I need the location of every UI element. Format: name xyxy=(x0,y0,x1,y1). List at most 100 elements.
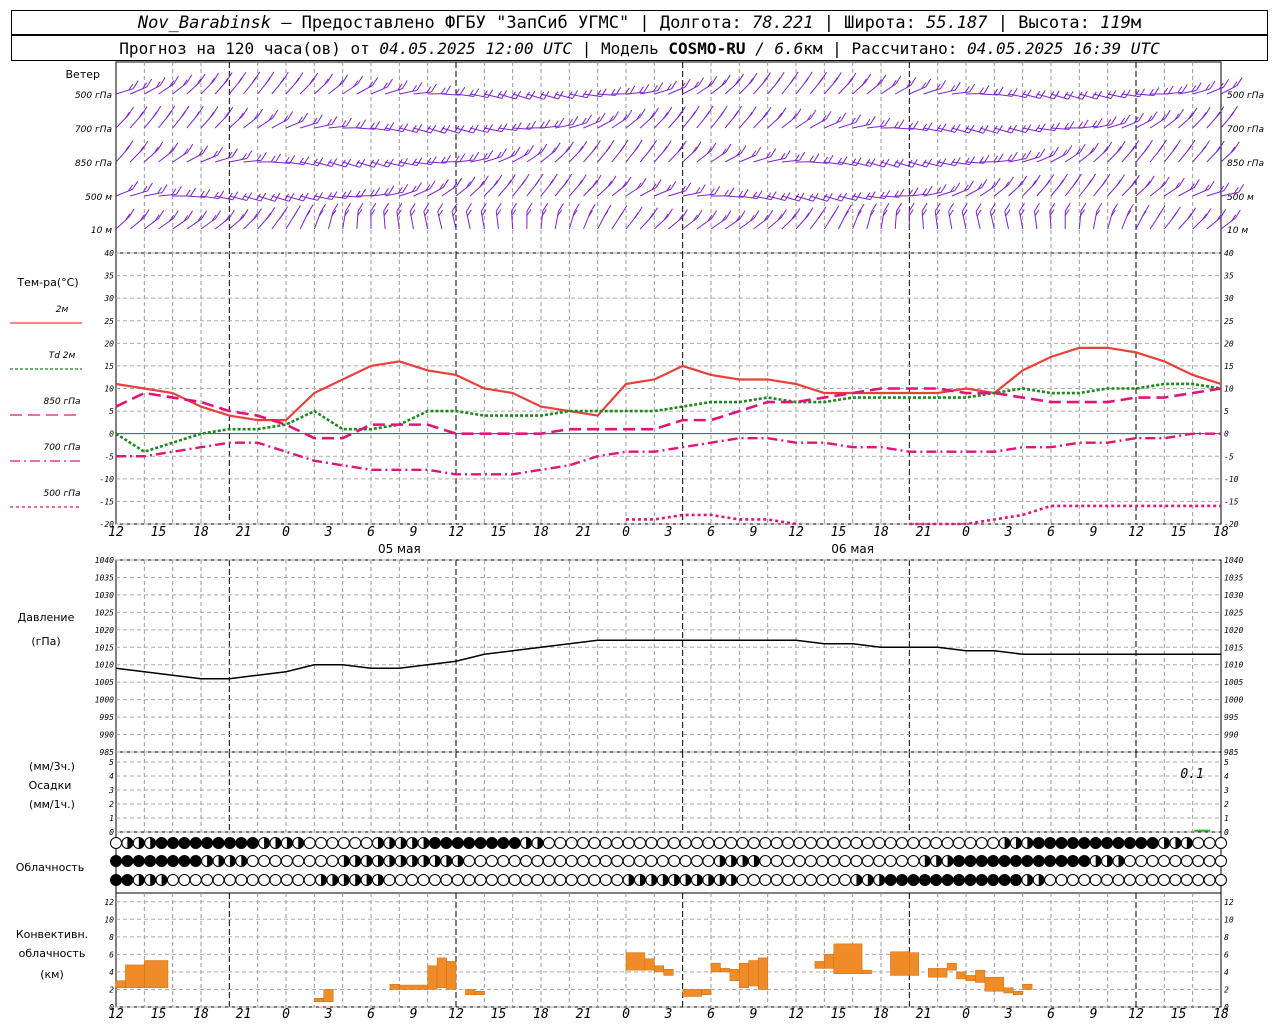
cloud-circle xyxy=(850,855,863,867)
wind-barb-flag xyxy=(437,203,444,212)
temp-tick-left: 10 xyxy=(104,385,114,394)
precip-tick-left: 4 xyxy=(109,772,114,781)
wind-barb-flag xyxy=(748,78,754,85)
wind-barb-flag xyxy=(777,213,783,221)
conv-bar xyxy=(682,989,702,997)
cloud-circle xyxy=(1146,837,1159,849)
wind-barb-staff xyxy=(370,161,389,168)
temp-tick-left: -5 xyxy=(104,452,114,461)
cloud-circle xyxy=(702,837,715,849)
cloud-circle-half xyxy=(343,874,350,886)
cloud-circle xyxy=(804,874,817,886)
wind-barb-flag xyxy=(1223,182,1230,191)
wind-barb-staff xyxy=(965,186,983,197)
wind-barb xyxy=(200,72,219,95)
wind-barb-flag xyxy=(237,77,243,84)
wind-barb xyxy=(158,186,182,197)
wind-barb-flag xyxy=(312,117,318,125)
cloud-circle xyxy=(793,837,806,849)
wind-barb-staff xyxy=(668,190,686,197)
wind-barb-staff xyxy=(1065,93,1083,100)
wind-barb-flag xyxy=(780,153,786,160)
wind-barb-flag xyxy=(370,202,377,212)
wind-barb-flag xyxy=(1092,120,1098,127)
wind-barb-flag xyxy=(226,72,233,81)
wind-barb xyxy=(484,148,507,163)
temp-tick-right: 35 xyxy=(1223,272,1234,281)
wind-barb-flag xyxy=(542,202,549,212)
wind-barb-flag xyxy=(1205,208,1212,217)
wind-barb-flag xyxy=(1048,150,1054,158)
wind-barb-staff xyxy=(385,127,403,133)
conv-bar xyxy=(729,969,740,981)
wind-barb-flag xyxy=(429,180,436,190)
wind-barb xyxy=(1107,203,1119,230)
wind-barb-flag xyxy=(883,158,890,168)
wind-barb-flag xyxy=(954,81,961,91)
wind-barb xyxy=(186,105,204,129)
wind-barb-staff xyxy=(994,184,1009,197)
hour-label: 15 xyxy=(151,1007,167,1022)
wind-barb xyxy=(526,143,548,163)
wind-barb-flag xyxy=(850,72,857,82)
cloud-circle xyxy=(497,874,510,886)
cloud-circle xyxy=(1135,874,1148,886)
wind-barb-flag xyxy=(766,192,772,200)
wind-barb-flag xyxy=(317,157,324,166)
cloud-circle xyxy=(588,855,601,867)
wind-barb-flag xyxy=(331,158,338,167)
wind-barb-flag xyxy=(572,90,579,99)
wind-barb xyxy=(186,189,211,198)
wind-barb-staff xyxy=(144,85,161,95)
cloud-circle xyxy=(258,855,271,867)
hour-label: 21 xyxy=(916,1007,932,1022)
wind-barb-staff xyxy=(441,93,460,96)
hour-label: 18 xyxy=(533,525,549,540)
cloud-circle xyxy=(588,837,601,849)
conv-title-2: облачность xyxy=(19,947,86,960)
wind-barb-flag xyxy=(412,84,417,92)
pres-tick-right: 1040 xyxy=(1224,556,1243,565)
wind-barb-flag xyxy=(1007,154,1013,161)
panel-frame-conv xyxy=(115,892,1222,1008)
cloud-circle xyxy=(258,874,271,886)
cloud-circle-half xyxy=(674,874,680,886)
wind-barb-flag xyxy=(211,214,217,222)
wind-barb xyxy=(1022,123,1046,133)
wind-barb-staff xyxy=(1220,191,1239,197)
wind-barb-flag xyxy=(1234,209,1241,219)
wind-barb xyxy=(158,105,176,129)
wind-barb-flag xyxy=(967,180,974,190)
wind-barb xyxy=(710,74,731,95)
wind-barb-flag xyxy=(1124,114,1131,124)
wind-barb xyxy=(285,205,301,230)
wind-barb xyxy=(1135,175,1155,197)
wind-barb-staff xyxy=(498,127,517,132)
wind-barb-flag xyxy=(1018,180,1023,188)
wind-barb xyxy=(158,210,179,230)
wind-barb xyxy=(781,108,802,129)
wind-barb xyxy=(653,140,672,163)
wind-barb-staff xyxy=(470,157,488,163)
temp-tick-left: 25 xyxy=(104,317,114,326)
wind-barb-staff xyxy=(370,86,388,95)
wind-barb-flag xyxy=(1187,212,1193,220)
wind-barb-staff xyxy=(328,125,347,129)
hour-label: 21 xyxy=(576,525,592,540)
wind-barb-flag xyxy=(553,91,559,99)
cloud-circle xyxy=(189,874,202,886)
wind-barb-flag xyxy=(742,189,749,198)
wind-barb-flag xyxy=(865,73,872,83)
wind-barb xyxy=(328,190,352,199)
wind-barb-staff xyxy=(427,161,446,164)
cloud-circle xyxy=(1146,855,1159,867)
cloud-circle xyxy=(565,874,578,886)
conv-bar xyxy=(144,960,169,988)
wind-barb-flag xyxy=(327,119,332,126)
wind-barb-flag xyxy=(297,72,304,81)
wind-barb xyxy=(554,141,574,163)
wind-barb-flag xyxy=(1193,179,1200,188)
wind-barb xyxy=(342,75,364,95)
wind-barb-flag xyxy=(1077,91,1083,99)
wind-barb-flag xyxy=(850,117,856,125)
